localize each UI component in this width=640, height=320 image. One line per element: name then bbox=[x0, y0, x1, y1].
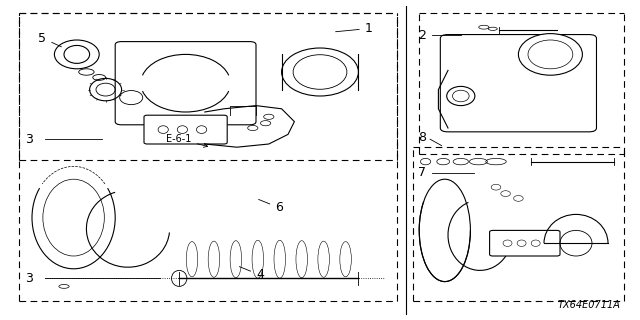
Text: 3: 3 bbox=[25, 133, 33, 146]
Ellipse shape bbox=[274, 240, 285, 278]
Ellipse shape bbox=[500, 191, 511, 196]
Ellipse shape bbox=[296, 241, 307, 278]
Text: TX64E0711A: TX64E0711A bbox=[558, 300, 621, 310]
FancyBboxPatch shape bbox=[144, 115, 227, 144]
Text: 2: 2 bbox=[419, 29, 426, 42]
Ellipse shape bbox=[340, 242, 351, 277]
FancyBboxPatch shape bbox=[490, 230, 560, 256]
Ellipse shape bbox=[514, 196, 524, 201]
Ellipse shape bbox=[208, 241, 220, 277]
Text: 4: 4 bbox=[239, 267, 264, 281]
Text: E-6-1: E-6-1 bbox=[166, 134, 207, 147]
Text: 1: 1 bbox=[335, 22, 372, 35]
Ellipse shape bbox=[518, 34, 582, 75]
Text: 8: 8 bbox=[419, 131, 426, 144]
Ellipse shape bbox=[419, 179, 470, 282]
Text: 6: 6 bbox=[259, 199, 283, 214]
Text: 7: 7 bbox=[419, 166, 426, 179]
Ellipse shape bbox=[252, 240, 264, 278]
Ellipse shape bbox=[230, 241, 242, 278]
Ellipse shape bbox=[282, 48, 358, 96]
Ellipse shape bbox=[318, 241, 330, 277]
FancyBboxPatch shape bbox=[115, 42, 256, 125]
Text: 3: 3 bbox=[25, 272, 33, 285]
Ellipse shape bbox=[492, 184, 501, 190]
FancyBboxPatch shape bbox=[440, 35, 596, 132]
Ellipse shape bbox=[186, 242, 198, 277]
Text: 5: 5 bbox=[38, 32, 61, 47]
Ellipse shape bbox=[32, 166, 115, 269]
